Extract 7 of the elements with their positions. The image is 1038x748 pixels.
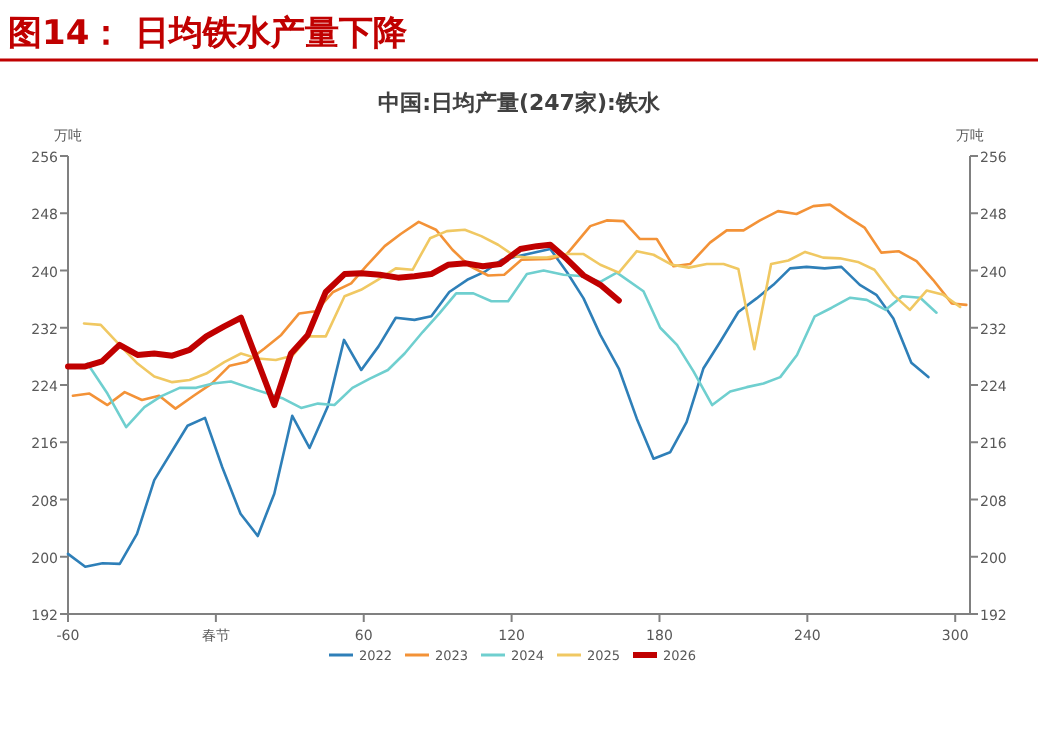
chart-title: 图14： 日均铁水产量下降 xyxy=(8,14,410,54)
line-series xyxy=(66,247,930,569)
line-series xyxy=(82,228,962,384)
line-series xyxy=(65,241,622,409)
line-series xyxy=(71,203,968,410)
line-series xyxy=(86,269,938,429)
chart-subtitle: 中国:日均产量(247家):铁水 xyxy=(378,90,662,116)
